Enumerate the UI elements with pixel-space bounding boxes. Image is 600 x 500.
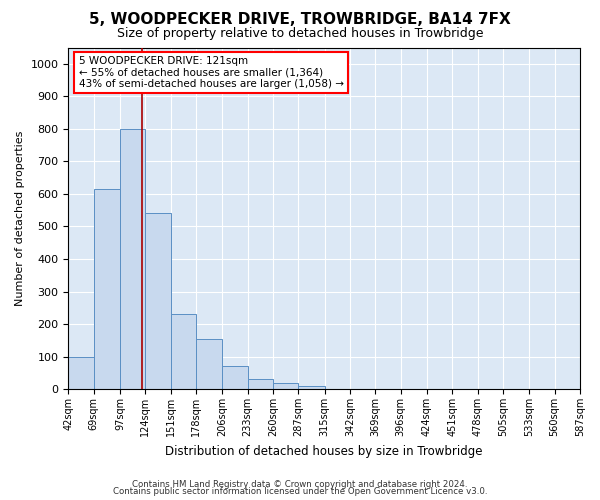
Text: 5 WOODPECKER DRIVE: 121sqm
← 55% of detached houses are smaller (1,364)
43% of s: 5 WOODPECKER DRIVE: 121sqm ← 55% of deta… bbox=[79, 56, 344, 89]
Bar bbox=[120, 129, 145, 389]
Bar bbox=[298, 386, 325, 389]
Bar bbox=[145, 214, 170, 389]
Y-axis label: Number of detached properties: Number of detached properties bbox=[15, 130, 25, 306]
Bar bbox=[170, 314, 196, 389]
Text: 5, WOODPECKER DRIVE, TROWBRIDGE, BA14 7FX: 5, WOODPECKER DRIVE, TROWBRIDGE, BA14 7F… bbox=[89, 12, 511, 28]
Bar bbox=[248, 380, 273, 389]
Bar bbox=[94, 189, 120, 389]
Bar bbox=[273, 382, 298, 389]
Text: Contains HM Land Registry data © Crown copyright and database right 2024.: Contains HM Land Registry data © Crown c… bbox=[132, 480, 468, 489]
Text: Size of property relative to detached houses in Trowbridge: Size of property relative to detached ho… bbox=[117, 28, 483, 40]
X-axis label: Distribution of detached houses by size in Trowbridge: Distribution of detached houses by size … bbox=[166, 444, 483, 458]
Bar bbox=[196, 338, 222, 389]
Bar bbox=[222, 366, 248, 389]
Text: Contains public sector information licensed under the Open Government Licence v3: Contains public sector information licen… bbox=[113, 487, 487, 496]
Bar bbox=[68, 356, 94, 389]
